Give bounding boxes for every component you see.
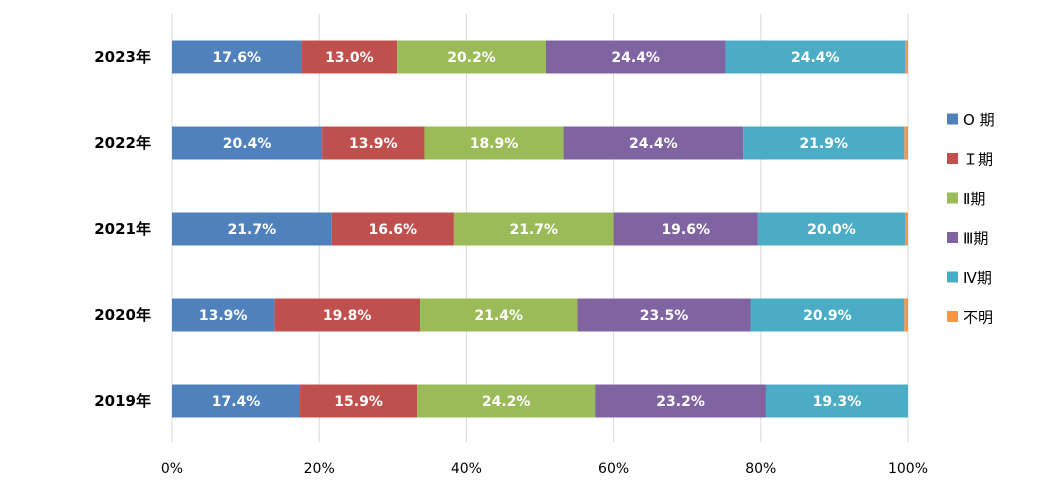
y-axis-labels: 2023年 2022年 2021年 2020年 2019年 [94, 48, 151, 410]
bar-segment [750, 298, 905, 332]
data-label: 20.2% [447, 50, 496, 66]
data-label: 16.6% [369, 222, 418, 238]
data-label: 21.7% [228, 222, 277, 238]
y-category-label: 2021年 [94, 220, 151, 238]
legend-label: Ｉ期 [963, 151, 993, 169]
legend-swatch [947, 271, 958, 283]
x-tick-label: 0% [161, 461, 183, 477]
data-label: 15.9% [334, 394, 383, 410]
bar-segment [743, 126, 905, 160]
legend-swatch [947, 192, 958, 204]
data-label: 24.2% [482, 394, 531, 410]
bar-segment [417, 384, 596, 418]
x-tick-label: 20% [304, 461, 335, 477]
data-label: 18.9% [470, 136, 519, 152]
data-label: 24.4% [629, 136, 678, 152]
bar-segment [577, 298, 751, 332]
bar-segment [757, 212, 906, 246]
data-label: 20.4% [223, 136, 272, 152]
y-category-label: 2022年 [94, 134, 151, 152]
x-tick-label: 100% [888, 461, 928, 477]
data-label: 21.7% [509, 222, 558, 238]
bar-segment [613, 212, 758, 246]
legend-swatch [947, 153, 958, 164]
x-tick-label: 40% [451, 461, 482, 477]
bar-segment [905, 212, 908, 246]
legend-swatch [947, 232, 958, 243]
data-label: 19.6% [661, 222, 710, 238]
bar-segment [904, 126, 908, 160]
bar-segment [904, 298, 908, 332]
bar-segment [420, 298, 578, 332]
legend-label: Ⅱ期 [963, 190, 985, 208]
bar-segment [545, 40, 726, 74]
bar-segment [563, 126, 744, 160]
data-label: 17.6% [212, 50, 261, 66]
bar-segment [301, 40, 398, 74]
legend-label: Ⅳ期 [963, 269, 992, 287]
x-tick-label: 80% [745, 461, 776, 477]
x-axis-ticks: 0% 20% 40% 60% 80% 100% [161, 461, 928, 477]
bar-segment [424, 126, 564, 160]
data-label: 13.9% [199, 308, 248, 324]
bar-segment [453, 212, 614, 246]
legend-swatch [947, 113, 958, 125]
bar-segment [172, 298, 275, 332]
bar-segment [725, 40, 906, 74]
bar-segment [397, 40, 546, 74]
data-label: 20.0% [807, 222, 856, 238]
data-label: 20.9% [803, 308, 852, 324]
y-category-label: 2020年 [94, 306, 151, 324]
x-tick-label: 60% [598, 461, 629, 477]
data-label: 13.0% [325, 50, 374, 66]
bar-segment [172, 212, 332, 246]
data-label: 19.8% [323, 308, 372, 324]
bar-segment [172, 384, 301, 418]
legend-label: Ⅲ期 [963, 230, 988, 248]
bars: 17.6% 13.0% 20.2% 24.4% 24.4% 20.4% 13.9% 18.9%… [172, 40, 908, 418]
legend-label: 不明 [963, 309, 993, 327]
legend-label: O 期 [963, 111, 995, 129]
data-label: 19.3% [813, 394, 862, 410]
bar-segment [172, 40, 302, 74]
bar-segment [595, 384, 766, 418]
legend-swatch [947, 311, 958, 322]
data-label: 21.4% [474, 308, 523, 324]
bar-segment [331, 212, 454, 246]
bar-segment [905, 40, 908, 74]
y-category-label: 2019年 [94, 392, 151, 410]
data-label: 23.2% [656, 394, 705, 410]
bar-segment [172, 126, 323, 160]
bar-segment [274, 298, 421, 332]
bar-segment [765, 384, 908, 418]
data-label: 13.9% [349, 136, 398, 152]
data-label: 23.5% [640, 308, 689, 324]
data-label: 17.4% [212, 394, 261, 410]
data-label: 24.4% [611, 50, 660, 66]
y-category-label: 2023年 [94, 48, 151, 66]
bar-segment [322, 126, 425, 160]
bar-segment [300, 384, 418, 418]
data-label: 21.9% [799, 136, 848, 152]
data-label: 24.4% [791, 50, 840, 66]
